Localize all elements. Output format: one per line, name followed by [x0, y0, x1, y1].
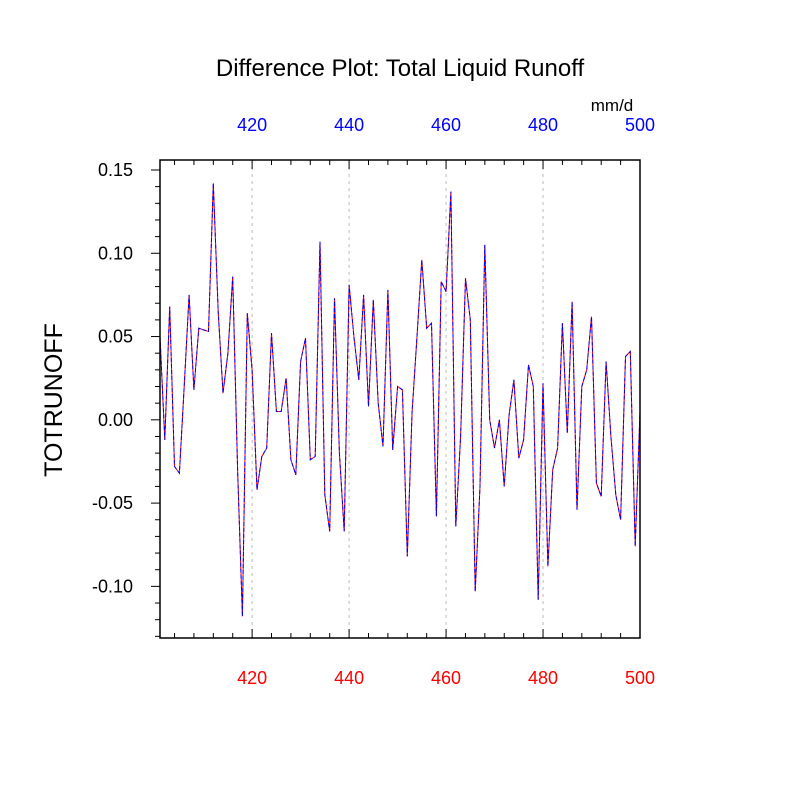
y-tick-label: 0.15 [98, 160, 133, 180]
y-tick-label: 0.10 [98, 243, 133, 263]
x-tick-label-bottom: 480 [528, 668, 558, 688]
y-tick-label: 0.05 [98, 327, 133, 347]
x-tick-label-top: 500 [625, 115, 655, 135]
units-label: mm/d [591, 96, 634, 115]
chart-title: Difference Plot: Total Liquid Runoff [216, 55, 585, 82]
x-tick-label-bottom: 440 [334, 668, 364, 688]
y-tick-label: 0.00 [98, 410, 133, 430]
plot-frame [160, 160, 640, 638]
x-tick-label-bottom: 420 [237, 668, 267, 688]
x-tick-label-bottom: 460 [431, 668, 461, 688]
y-tick-label: -0.10 [92, 576, 133, 596]
y-tick-label: -0.05 [92, 493, 133, 513]
x-tick-label-bottom: 500 [625, 668, 655, 688]
y-axis-label: TOTRUNOFF [40, 323, 68, 477]
series-blue-line [160, 183, 640, 616]
x-tick-label-top: 440 [334, 115, 364, 135]
x-tick-label-top: 460 [431, 115, 461, 135]
x-tick-label-top: 420 [237, 115, 267, 135]
series-red-line [160, 183, 640, 616]
x-tick-label-top: 480 [528, 115, 558, 135]
